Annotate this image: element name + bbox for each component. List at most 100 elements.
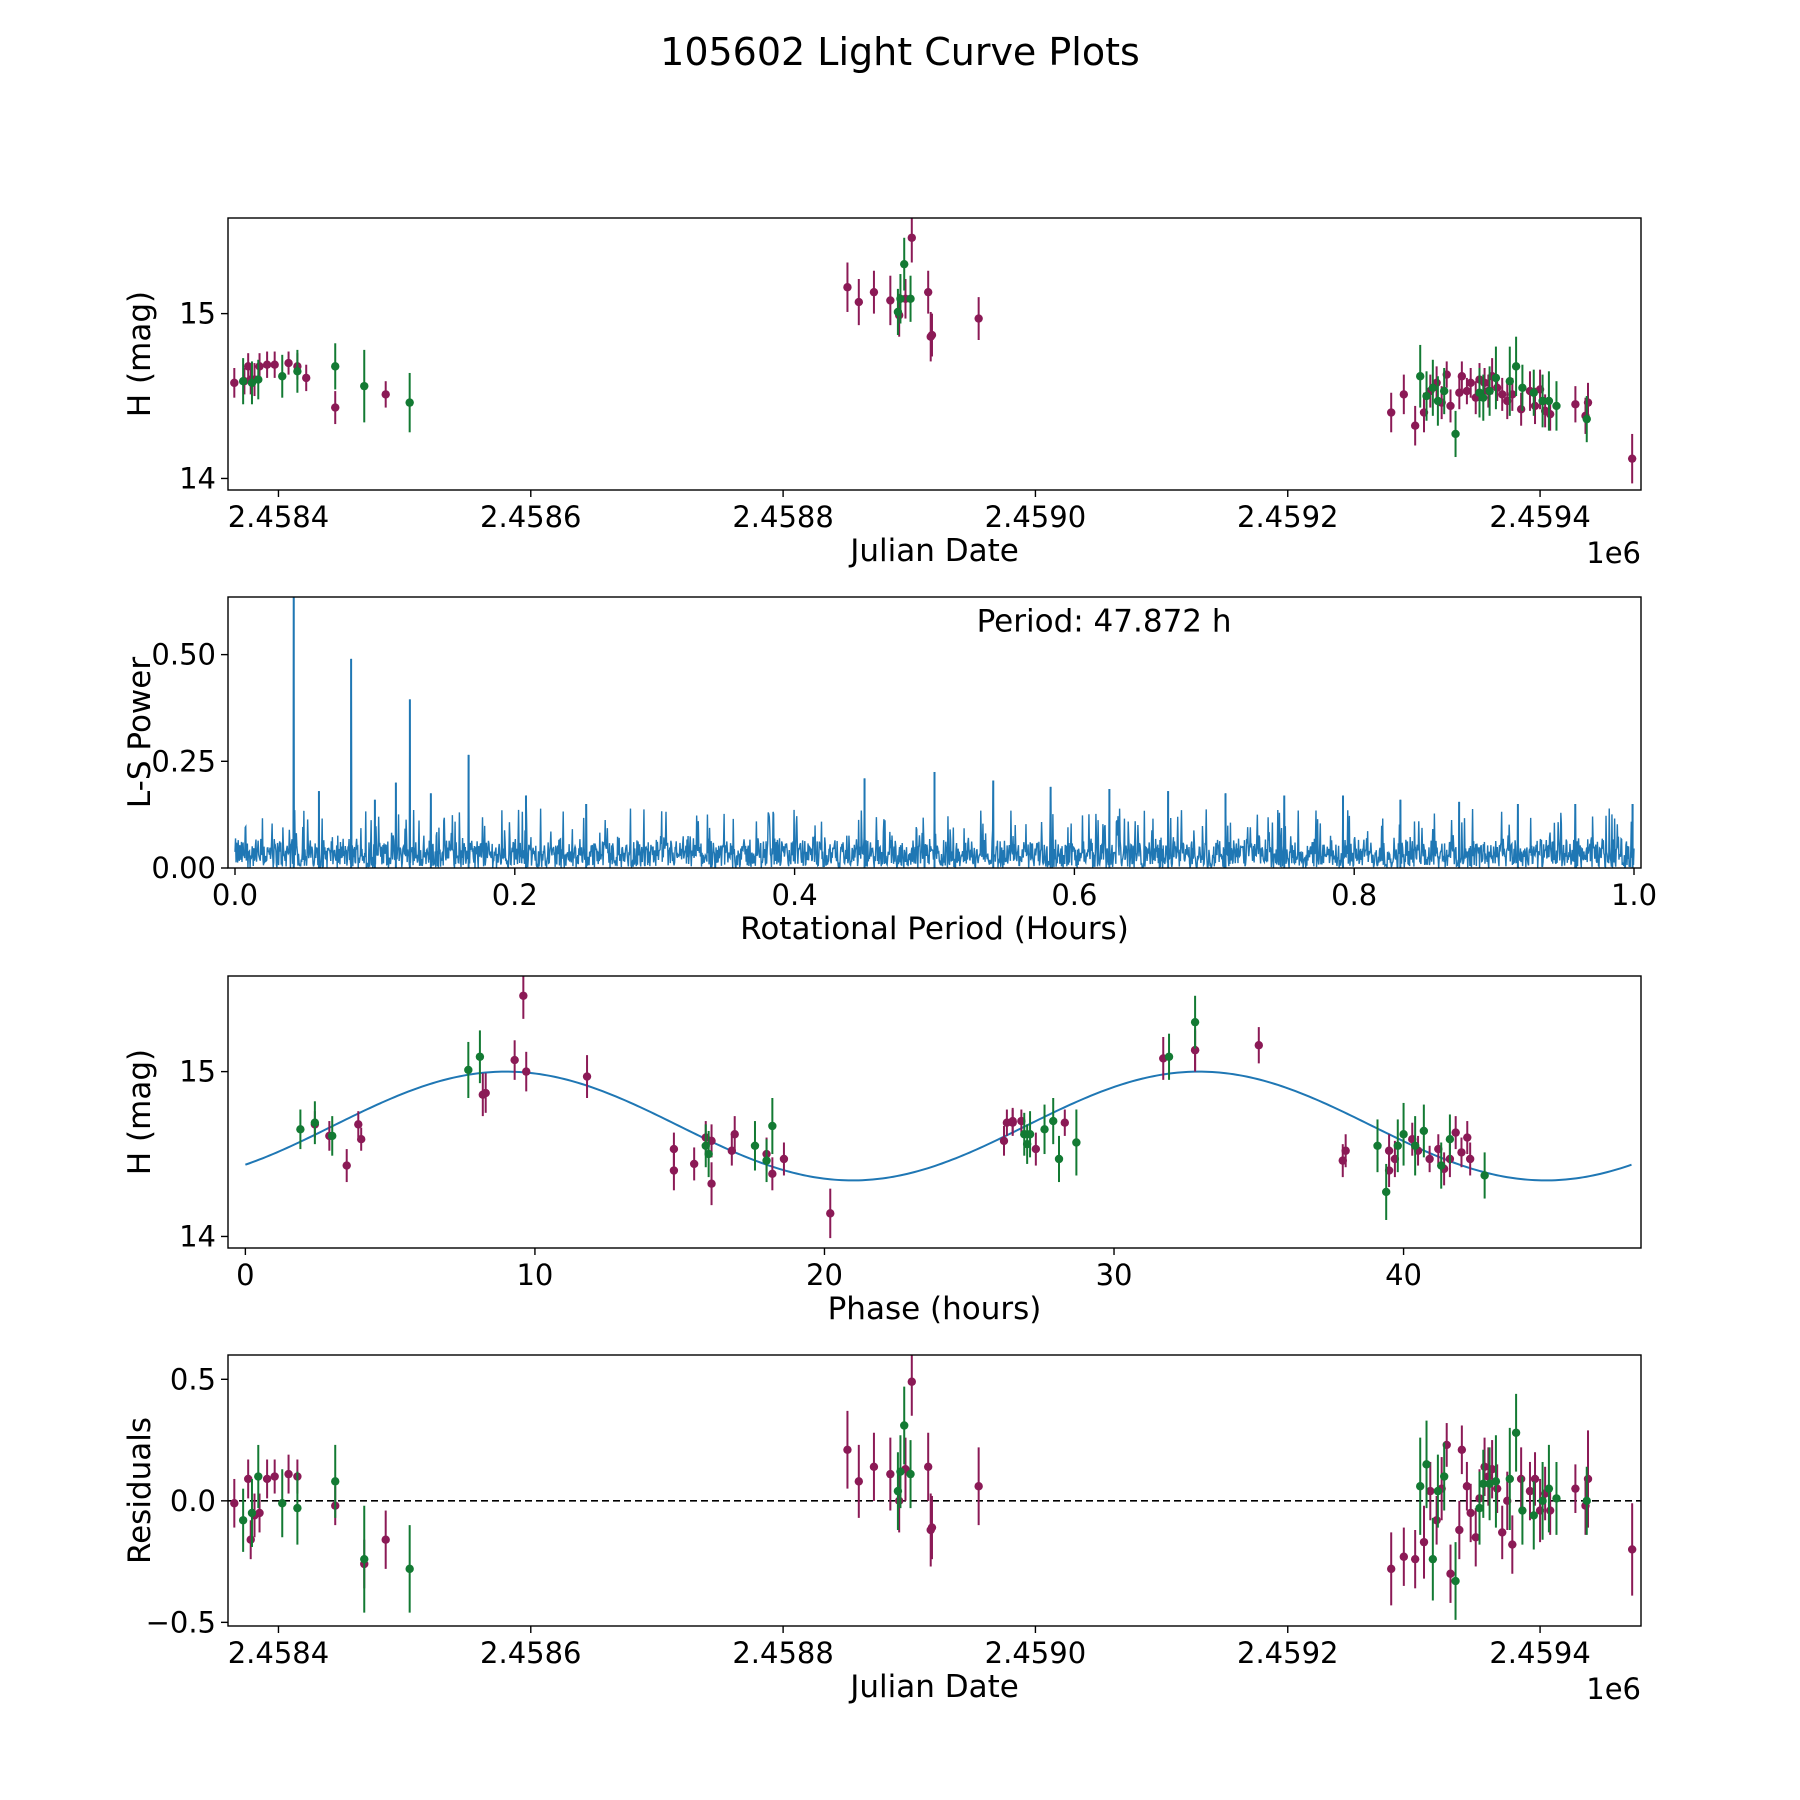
data-point-g — [906, 294, 915, 303]
data-point-r — [519, 991, 528, 1000]
data-point-r — [999, 1136, 1009, 1146]
data-point-g — [1552, 1494, 1561, 1503]
data-point-g — [328, 1131, 337, 1141]
data-point-g — [1439, 386, 1449, 396]
data-point-r — [1446, 401, 1455, 411]
data-point-r — [1410, 1554, 1420, 1564]
data-point-g — [254, 1472, 263, 1481]
data-point-r — [869, 1462, 879, 1472]
data-point-g — [1381, 1187, 1391, 1197]
x-axis-label: Julian Date — [848, 1669, 1019, 1705]
data-point-r — [1516, 405, 1526, 414]
data-point-r — [262, 1474, 272, 1484]
data-point-g — [1538, 1496, 1547, 1506]
data-point-r — [1571, 1484, 1580, 1493]
data-point-g — [1485, 1479, 1494, 1489]
subplots: 2.4584 2.4586 2.4588 2.4590 2.4592 2.4594 14 15… — [122, 217, 1657, 1706]
data-point-r — [854, 1477, 864, 1486]
data-point-r — [230, 378, 239, 388]
data-point-r — [869, 287, 879, 297]
data-point-g — [1399, 1130, 1408, 1139]
y-tick-label: 0.25 — [151, 744, 216, 778]
plot-area — [230, 218, 1637, 484]
data-point-r — [582, 1072, 592, 1081]
data-point-g — [1433, 396, 1443, 406]
fit-curve — [245, 1070, 1632, 1182]
data-point-g — [1552, 401, 1561, 411]
x-tick-label: 2.4590 — [985, 500, 1086, 534]
data-point-r — [843, 283, 852, 292]
data-point-r — [1492, 383, 1502, 392]
data-point-g — [1451, 429, 1460, 439]
data-point-g — [1419, 1126, 1429, 1136]
data-point-g — [254, 375, 263, 384]
figure-title: 105602 Light Curve Plots — [660, 30, 1140, 74]
data-point-r — [331, 403, 340, 412]
data-point-g — [1428, 383, 1438, 392]
data-point-g — [310, 1118, 320, 1127]
data-point-r — [1463, 1133, 1472, 1142]
data-point-r — [923, 1462, 933, 1472]
x-tick-label: 2.4592 — [1237, 1636, 1338, 1670]
data-point-r — [927, 1523, 937, 1532]
x-tick-label: 20 — [806, 1258, 843, 1292]
panel-periodogram: Period: 47.872 h 0.0 0.2 0.4 0.6 0.8 1.0 0.00 0.… — [122, 596, 1657, 947]
data-point-g — [1511, 362, 1521, 371]
data-point-g — [1373, 1141, 1382, 1150]
data-point-g — [768, 1121, 777, 1131]
plot-area — [234, 597, 1635, 868]
y-axis-label: H (mag) — [122, 1049, 158, 1175]
data-point-g — [1529, 1511, 1538, 1520]
data-point-r — [381, 390, 390, 399]
data-point-g — [238, 377, 248, 386]
data-point-r — [522, 1067, 531, 1076]
x-axis-label: Phase (hours) — [828, 1291, 1042, 1327]
data-point-r — [1462, 1482, 1472, 1491]
data-point-r — [1457, 1445, 1467, 1454]
y-tick-label: 0.00 — [151, 851, 216, 885]
x-tick-label: 0.2 — [492, 878, 538, 912]
x-tick-label: 2.4588 — [732, 1636, 833, 1670]
data-point-r — [1545, 409, 1555, 419]
data-point-g — [1451, 1576, 1460, 1586]
data-point-r — [1387, 1564, 1396, 1574]
y-tick-label: 15 — [179, 1055, 216, 1089]
x-tick-label: 2.4594 — [1489, 500, 1590, 534]
data-point-g — [293, 1503, 302, 1513]
x-axis-label: Rotational Period (Hours) — [740, 911, 1129, 947]
data-point-g — [1040, 1125, 1049, 1134]
data-point-r — [1466, 1508, 1475, 1518]
data-point-r — [1492, 1484, 1502, 1493]
data-point-r — [1341, 1146, 1350, 1155]
y-tick-label: 14 — [179, 461, 216, 495]
data-point-g — [1518, 383, 1527, 392]
data-point-g — [331, 362, 340, 371]
data-point-g — [1582, 1496, 1591, 1506]
data-point-r — [262, 360, 272, 369]
data-point-r — [730, 1130, 739, 1139]
data-point-g — [1518, 1506, 1527, 1515]
data-point-g — [896, 1467, 905, 1476]
data-point-r — [1471, 1533, 1480, 1542]
data-point-r — [927, 330, 937, 340]
data-point-r — [255, 362, 264, 371]
data-point-g — [1445, 1135, 1455, 1144]
x-tick-label: 2.4592 — [1237, 500, 1338, 534]
data-point-r — [1457, 372, 1467, 381]
data-point-r — [1031, 1144, 1041, 1154]
data-point-r — [974, 1482, 983, 1491]
data-point-g — [1437, 1161, 1446, 1170]
data-point-g — [1410, 1141, 1420, 1150]
plot-area — [228, 1355, 1641, 1620]
axes-frame — [227, 1354, 1642, 1627]
data-point-g — [1544, 396, 1554, 406]
data-point-g — [1416, 1482, 1425, 1491]
data-point-g — [360, 381, 369, 391]
panel-lightcurve: 2.4584 2.4586 2.4588 2.4590 2.4592 2.4594 14 15… — [122, 217, 1642, 570]
data-point-r — [1426, 1486, 1435, 1496]
x-tick-label: 10 — [516, 1258, 553, 1292]
data-point-r — [1530, 1474, 1540, 1484]
data-point-r — [689, 1159, 699, 1169]
y-tick-label: 0.0 — [170, 1484, 216, 1518]
